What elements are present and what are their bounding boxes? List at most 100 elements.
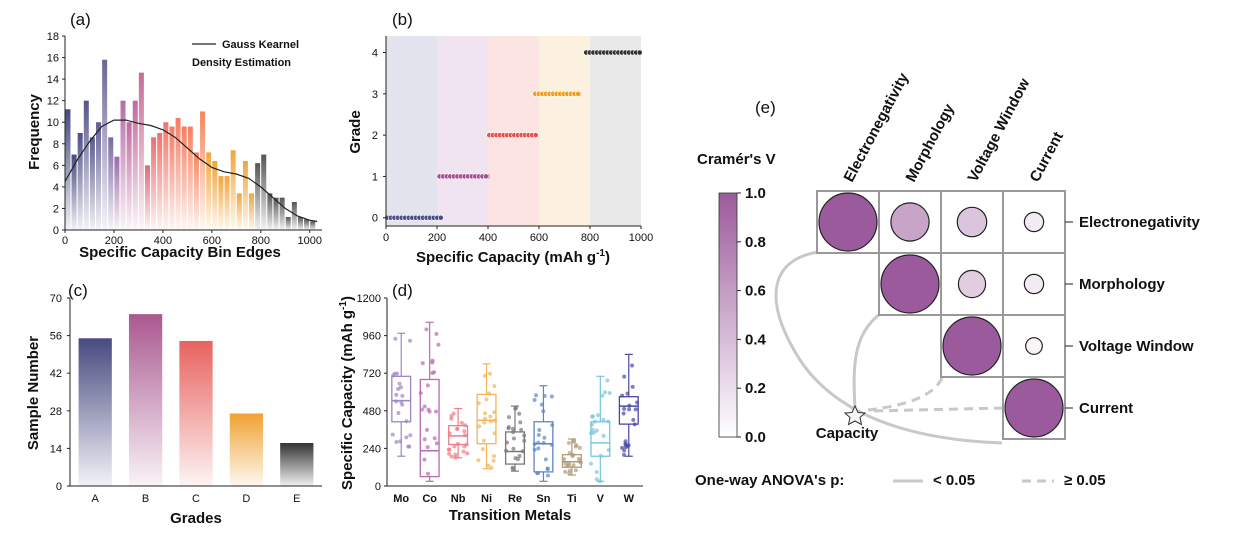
data-point [576, 456, 581, 461]
data-point [462, 444, 467, 449]
legend-entry-1: Gauss Kearnel [222, 39, 299, 51]
column-label: Electronegativity [841, 70, 913, 185]
y-tick-label: 960 [363, 331, 381, 343]
data-point [390, 432, 395, 437]
panel-a-y-label: Frequency [26, 93, 43, 170]
data-point [631, 417, 636, 422]
histogram-bar [193, 152, 199, 230]
data-point [515, 457, 520, 462]
x-tick-label: 400 [479, 232, 497, 244]
row-label: Voltage Window [1079, 338, 1194, 355]
panel-c-x-label: Grades [170, 510, 222, 527]
row-label: Morphology [1079, 276, 1165, 293]
correlation-circle [957, 269, 987, 299]
y-tick-label: 3 [372, 89, 378, 101]
histogram-bar [77, 133, 83, 230]
panel-a-x-label: Specific Capacity Bin Edges [79, 244, 281, 261]
y-tick-label: 1 [372, 171, 378, 183]
data-point [518, 420, 523, 425]
histogram-bar [261, 154, 267, 230]
box-Nb [448, 425, 469, 446]
data-point [574, 443, 579, 448]
data-point [532, 132, 539, 139]
grade-bar-B [128, 314, 163, 486]
grade-bar-D [229, 413, 264, 486]
data-point [449, 416, 454, 421]
y-tick-label: 28 [50, 406, 62, 418]
histogram-bar [242, 161, 248, 230]
data-point [432, 370, 437, 375]
x-tick-label: 400 [154, 235, 172, 247]
data-point [542, 435, 547, 440]
data-point [486, 463, 491, 468]
data-point [404, 435, 409, 440]
histogram-bar [126, 122, 132, 230]
data-point [536, 446, 541, 451]
grade-band [437, 36, 488, 226]
colorbar-tick-label: 1.0 [745, 185, 766, 202]
data-point [396, 386, 401, 391]
x-tick-label: E [293, 493, 300, 505]
data-point [422, 457, 427, 462]
x-tick-label: B [142, 493, 149, 505]
panel-b-grade-scatter: (b) 0 1 2 3 4 0 200 400 600 800 1000 Specific Cap… [347, 10, 653, 266]
x-tick-label: 800 [581, 232, 599, 244]
data-point [621, 411, 626, 416]
data-point [453, 452, 458, 457]
data-point [400, 402, 405, 407]
histogram-bar [181, 126, 187, 230]
histogram-bar [187, 126, 193, 230]
histogram-bar [151, 137, 157, 230]
row-label: Electronegativity [1079, 214, 1201, 231]
data-point [537, 427, 542, 432]
data-point [408, 433, 413, 438]
x-tick-label: 200 [105, 235, 123, 247]
histogram-bar [304, 219, 310, 230]
y-tick-label: 56 [50, 331, 62, 343]
histogram-bar [65, 109, 71, 230]
data-point [449, 454, 454, 459]
x-tick-label: Co [422, 493, 437, 505]
data-point [589, 461, 594, 466]
colorbar-tick-label: 0.0 [745, 429, 766, 446]
data-point [510, 426, 515, 431]
colorbar-tick-label: 0.6 [745, 283, 766, 300]
correlation-circle [1023, 273, 1045, 295]
grade-bar-A [78, 338, 112, 486]
grade-bar-E [280, 443, 314, 486]
data-point [536, 432, 541, 437]
histogram-bar [255, 163, 261, 230]
data-point [539, 402, 544, 407]
data-point [627, 407, 632, 412]
y-tick-label: 2 [53, 203, 59, 215]
data-point [400, 393, 405, 398]
data-point [426, 471, 431, 476]
data-point [601, 433, 606, 438]
x-tick-label: 1000 [629, 232, 653, 244]
y-tick-label: 0 [372, 213, 378, 225]
data-point [477, 424, 482, 429]
histogram-bar [89, 137, 95, 230]
data-point [434, 441, 439, 446]
data-point [506, 415, 511, 420]
legend-entry-2: Density Estimation [192, 57, 291, 69]
histogram-bar [224, 176, 230, 230]
data-point [451, 411, 456, 416]
data-point [492, 454, 497, 459]
data-point [426, 407, 431, 412]
y-tick-label: 0 [53, 225, 59, 237]
data-point [605, 378, 610, 383]
histogram-bar [114, 156, 120, 230]
histogram-bar [83, 100, 89, 231]
x-tick-label: 600 [530, 232, 548, 244]
x-tick-label: 600 [203, 235, 221, 247]
data-point [622, 374, 627, 379]
panel-d-label: (d) [392, 281, 413, 300]
data-point [432, 436, 437, 441]
histogram-bar [200, 111, 206, 230]
histogram-bar [175, 117, 181, 230]
x-tick-label: A [92, 493, 100, 505]
data-point [595, 413, 600, 418]
data-point [446, 447, 451, 452]
y-tick-label: 8 [53, 139, 59, 151]
